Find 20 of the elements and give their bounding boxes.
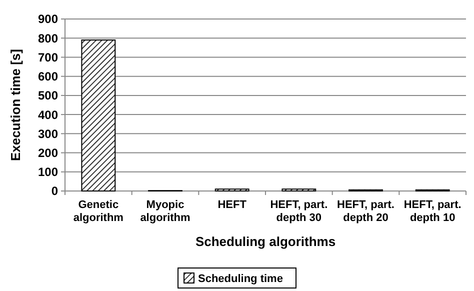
bar — [81, 40, 116, 192]
x-tick-label: HEFT, part. depth 20 — [337, 199, 394, 224]
x-tick-label: Genetic algorithm — [73, 199, 124, 224]
y-tick-label: 500 — [38, 88, 58, 103]
y-tick-label: 0 — [51, 184, 58, 198]
x-tick-label: HEFT, part. depth 30 — [270, 199, 328, 224]
y-tick-label: 800 — [38, 31, 58, 46]
y-axis-title: Execution time [s] — [8, 49, 23, 161]
y-tick-label: 300 — [38, 126, 58, 141]
x-tick-label: Myopic algorithm — [140, 199, 191, 224]
y-tick-label: 400 — [38, 108, 58, 122]
y-tick-label: 900 — [38, 12, 58, 26]
x-tick-label: HEFT — [218, 199, 247, 211]
y-tick-label: 700 — [38, 50, 58, 64]
y-tick-label: 600 — [38, 70, 58, 84]
y-tick-label: 100 — [38, 165, 58, 180]
legend-label: Scheduling time — [198, 272, 283, 285]
y-tick-label: 200 — [38, 146, 58, 160]
x-axis-title: Scheduling algorithms — [195, 234, 336, 249]
x-tick-label: HEFT, part. depth 10 — [404, 199, 462, 224]
